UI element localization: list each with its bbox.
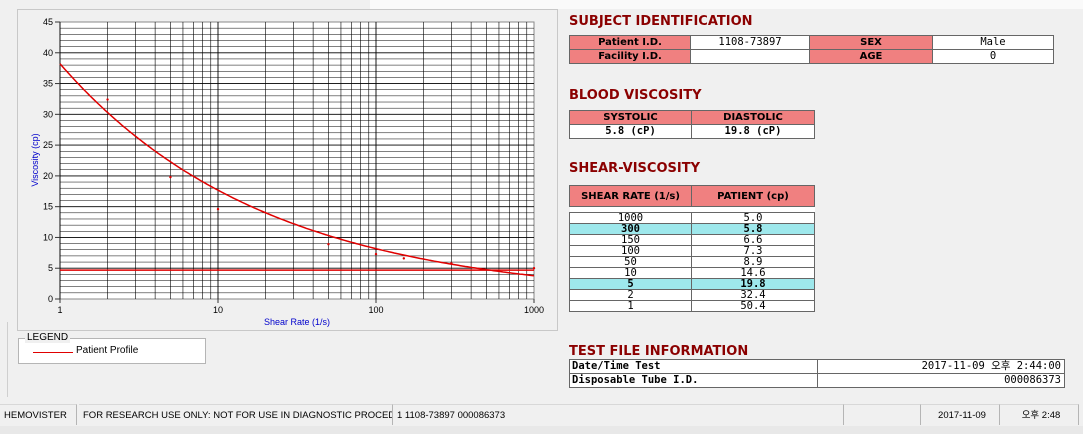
blood-title: BLOOD VISCOSITY — [569, 88, 702, 103]
data-point — [106, 98, 109, 101]
systolic-value: 5.8 (cP) — [569, 124, 692, 139]
status-app: HEMOVISTER — [0, 404, 77, 425]
viscosity-cell: 6.6 — [691, 234, 815, 246]
shear-rate-cell: 10 — [569, 267, 692, 279]
x-tick-label: 1 — [57, 305, 62, 315]
x-tick-label: 10 — [213, 305, 223, 315]
status-date: 2017-11-09 — [921, 404, 1000, 425]
y-axis-label: Viscosity (cp) — [30, 133, 40, 186]
y-tick-label: 5 — [48, 263, 53, 273]
y-tick-label: 10 — [43, 232, 53, 242]
series-line-patient-profile — [59, 63, 535, 277]
table-row: 150 6.6 — [569, 234, 815, 246]
subject-table: Patient I.D. 1108-73897 SEX Male Facilit… — [569, 35, 1054, 64]
datetime-value: 2017-11-09 오후 2:44:00 — [817, 359, 1065, 374]
status-bottom-edge — [0, 426, 1083, 434]
legend-title: LEGEND — [25, 332, 71, 343]
y-tick-label: 40 — [43, 48, 53, 58]
shear-rate-cell: 100 — [569, 245, 692, 257]
shear-rate-header: SHEAR RATE (1/s) — [569, 185, 692, 207]
viscosity-cell: 14.6 — [691, 267, 815, 279]
x-tick-label: 100 — [368, 305, 383, 315]
y-tick-label: 0 — [48, 294, 53, 304]
legend-swatch — [33, 352, 73, 353]
shear-rate-cell: 1000 — [569, 212, 692, 224]
blood-table: SYSTOLIC DIASTOLIC 5.8 (cP) 19.8 (cP) — [569, 110, 815, 139]
status-empty — [844, 404, 921, 425]
table-row: 1 50.4 — [569, 300, 815, 312]
table-row: 100 7.3 — [569, 245, 815, 257]
viscosity-cell: 19.8 — [691, 278, 815, 290]
shear-rate-cell: 300 — [569, 223, 692, 235]
diastolic-value: 19.8 (cP) — [691, 124, 815, 139]
diastolic-label: DIASTOLIC — [691, 110, 815, 125]
table-row: 50 8.9 — [569, 256, 815, 268]
y-tick-label: 20 — [43, 171, 53, 181]
age-value: 0 — [932, 49, 1054, 64]
viscosity-cell: 8.9 — [691, 256, 815, 268]
table-row: 2 32.4 — [569, 289, 815, 301]
tube-value: 000086373 — [817, 373, 1065, 388]
datetime-label: Date/Time Test — [569, 359, 818, 374]
table-row: 1000 5.0 — [569, 212, 815, 224]
data-point — [402, 257, 406, 260]
sex-label: SEX — [809, 35, 933, 50]
shear-rate-cell: 1 — [569, 300, 692, 312]
shear-rate-cell: 150 — [569, 234, 692, 246]
facility-value — [690, 49, 810, 64]
viscosity-cell: 5.8 — [691, 223, 815, 235]
viscosity-cell: 32.4 — [691, 289, 815, 301]
data-point — [169, 175, 172, 179]
y-tick-label: 45 — [43, 17, 53, 27]
x-axis-label: Shear Rate (1/s) — [264, 317, 330, 327]
subject-title: SUBJECT IDENTIFICATION — [569, 14, 753, 29]
patient-id-label: Patient I.D. — [569, 35, 691, 50]
systolic-label: SYSTOLIC — [569, 110, 692, 125]
spacer — [569, 206, 815, 213]
shear-table: SHEAR RATE (1/s) PATIENT (cp) 1000 5.0 300… — [569, 185, 815, 312]
testfile-table: Date/Time Test 2017-11-09 오후 2:44:00 Dis… — [569, 359, 1065, 388]
legend: LEGEND Patient Profile — [18, 333, 206, 364]
table-row: 10 14.6 — [569, 267, 815, 279]
x-tick-label: 1000 — [524, 305, 544, 315]
patient-header: PATIENT (cp) — [691, 185, 815, 207]
shear-rate-cell: 2 — [569, 289, 692, 301]
chart-panel: 0 5 10 15 20 25 30 35 40 45 1 10 100 1000 Viscosity (… — [17, 9, 558, 331]
age-label: AGE — [809, 49, 933, 64]
viscosity-chart: 0 5 10 15 20 25 30 35 40 45 1 10 100 1000 Viscosity (… — [30, 17, 544, 327]
status-notice: FOR RESEARCH USE ONLY: NOT FOR USE IN DI… — [79, 404, 393, 425]
y-tick-label: 15 — [43, 202, 53, 212]
y-tick-label: 35 — [43, 79, 53, 89]
y-tick-label: 30 — [43, 109, 53, 119]
viscosity-cell: 5.0 — [691, 212, 815, 224]
y-tick-label: 25 — [43, 140, 53, 150]
facility-label: Facility I.D. — [569, 49, 691, 64]
shear-rate-cell: 5 — [569, 278, 692, 290]
table-row: 300 5.8 — [569, 223, 815, 235]
legend-entry: Patient Profile — [76, 345, 139, 356]
viscosity-cell: 7.3 — [691, 245, 815, 257]
testfile-title: TEST FILE INFORMATION — [569, 344, 749, 359]
data-point — [532, 267, 536, 270]
viscosity-cell: 50.4 — [691, 300, 815, 312]
top-strip — [370, 0, 1083, 9]
table-row: 5 19.8 — [569, 278, 815, 290]
shear-title: SHEAR-VISCOSITY — [569, 161, 700, 176]
data-point — [327, 243, 330, 246]
plot-area — [59, 21, 535, 300]
data-point — [216, 207, 220, 211]
shear-rate-cell: 50 — [569, 256, 692, 268]
data-point — [450, 262, 453, 265]
status-time: 오후 2:48 — [1000, 404, 1079, 425]
data-point — [374, 252, 378, 256]
patient-id-value: 1108-73897 — [690, 35, 810, 50]
status-record: 1 1108-73897 000086373 — [393, 404, 844, 425]
sex-value: Male — [932, 35, 1054, 50]
divider — [7, 322, 8, 397]
tube-label: Disposable Tube I.D. — [569, 373, 818, 388]
